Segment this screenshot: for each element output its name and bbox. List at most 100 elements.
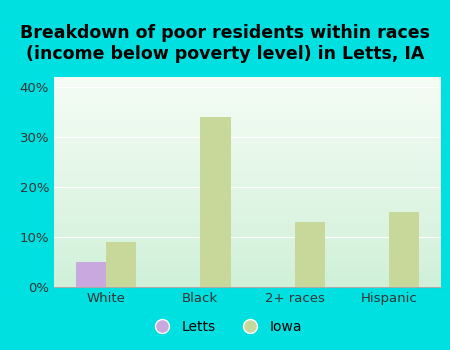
Bar — [54, 245, 441, 247]
Bar — [54, 193, 441, 195]
Bar — [54, 188, 441, 190]
Bar — [54, 104, 441, 106]
Bar — [54, 214, 441, 216]
Bar — [54, 251, 441, 253]
Bar — [54, 239, 441, 241]
Bar — [54, 249, 441, 251]
Bar — [54, 123, 441, 125]
Bar — [54, 153, 441, 155]
Bar — [54, 83, 441, 85]
Bar — [54, 232, 441, 234]
Bar — [54, 264, 441, 266]
Bar — [54, 209, 441, 211]
Bar — [54, 169, 441, 172]
Bar — [54, 127, 441, 130]
Bar — [54, 155, 441, 157]
Bar — [54, 199, 441, 201]
Bar — [54, 247, 441, 249]
Bar — [54, 163, 441, 165]
Bar — [54, 102, 441, 104]
Bar — [54, 276, 441, 279]
Bar — [54, 146, 441, 148]
Bar — [54, 195, 441, 197]
Bar — [54, 237, 441, 239]
Bar — [54, 274, 441, 277]
Bar — [54, 144, 441, 146]
Bar — [54, 148, 441, 150]
Bar — [200, 117, 230, 287]
Bar — [54, 241, 441, 243]
Bar — [54, 159, 441, 161]
Bar — [54, 222, 441, 224]
Bar — [54, 117, 441, 119]
Bar — [54, 161, 441, 163]
Bar — [54, 216, 441, 218]
Bar — [54, 85, 441, 88]
Bar — [54, 165, 441, 167]
Bar — [54, 174, 441, 176]
Legend: Letts, Iowa: Letts, Iowa — [142, 314, 308, 340]
Bar — [54, 134, 441, 136]
Bar — [54, 77, 441, 79]
Bar — [54, 157, 441, 159]
Bar — [54, 121, 441, 123]
Bar — [54, 207, 441, 209]
Bar — [54, 136, 441, 138]
Bar — [54, 138, 441, 140]
Bar — [54, 285, 441, 287]
Bar — [54, 218, 441, 220]
Bar — [54, 220, 441, 222]
Bar — [54, 108, 441, 111]
Bar — [295, 222, 325, 287]
Bar — [54, 142, 441, 144]
Bar — [54, 96, 441, 98]
Bar — [54, 119, 441, 121]
Bar — [54, 140, 441, 142]
Bar — [54, 111, 441, 113]
Bar — [54, 253, 441, 256]
Bar — [54, 182, 441, 184]
Bar — [54, 178, 441, 180]
Bar — [54, 100, 441, 102]
Bar — [54, 167, 441, 169]
Bar — [54, 230, 441, 232]
Bar — [54, 260, 441, 262]
Bar — [54, 279, 441, 281]
Bar — [54, 79, 441, 81]
Bar — [54, 180, 441, 182]
Bar — [54, 186, 441, 188]
Bar — [389, 212, 419, 287]
Bar — [54, 243, 441, 245]
Bar — [54, 197, 441, 199]
Bar — [54, 205, 441, 207]
Bar — [54, 262, 441, 264]
Bar — [54, 176, 441, 178]
Bar — [54, 94, 441, 96]
Bar — [54, 224, 441, 226]
Bar — [54, 113, 441, 115]
Text: Breakdown of poor residents within races
(income below poverty level) in Letts, : Breakdown of poor residents within races… — [20, 24, 430, 63]
Bar — [54, 268, 441, 270]
Bar — [54, 88, 441, 90]
Bar — [54, 211, 441, 214]
Bar — [54, 92, 441, 94]
Bar — [54, 125, 441, 127]
Bar — [54, 270, 441, 272]
Bar — [54, 283, 441, 285]
Bar — [54, 272, 441, 274]
Bar — [54, 281, 441, 283]
Bar — [54, 106, 441, 108]
Bar — [54, 150, 441, 153]
Bar — [54, 98, 441, 100]
Bar — [76, 262, 106, 287]
Bar — [54, 201, 441, 203]
Bar — [54, 184, 441, 186]
Bar — [54, 81, 441, 83]
Bar — [54, 228, 441, 230]
Bar — [54, 226, 441, 228]
Bar — [54, 130, 441, 132]
Bar — [54, 132, 441, 134]
Bar — [106, 242, 136, 287]
Bar — [54, 90, 441, 92]
Bar — [54, 115, 441, 117]
